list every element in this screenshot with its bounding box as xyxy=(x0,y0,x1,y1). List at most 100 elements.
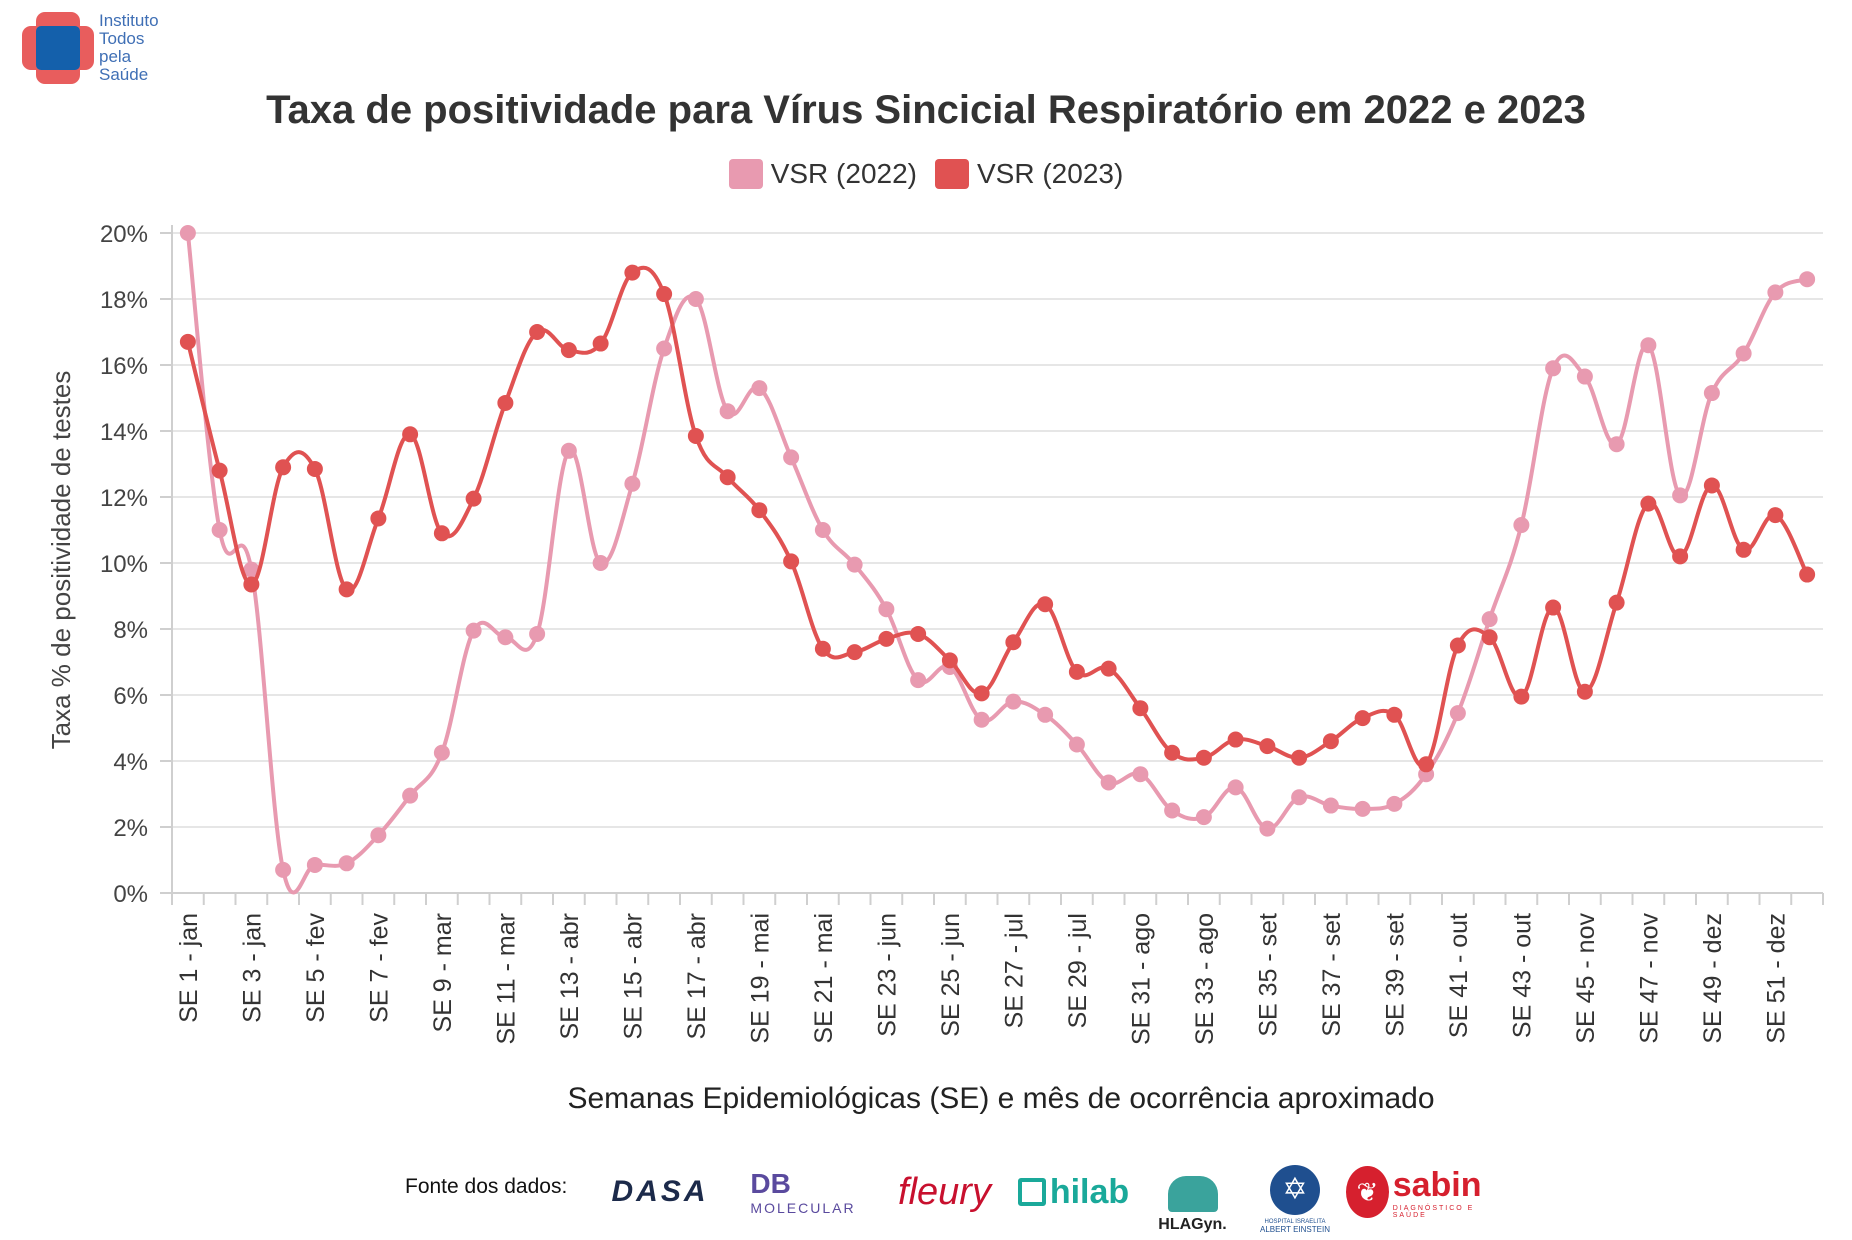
data-point[interactable] xyxy=(1100,660,1117,677)
data-point[interactable] xyxy=(1005,693,1022,710)
data-point[interactable] xyxy=(1259,738,1276,755)
data-point[interactable] xyxy=(560,442,577,459)
data-point[interactable] xyxy=(751,380,768,397)
data-point[interactable] xyxy=(751,502,768,519)
data-point[interactable] xyxy=(179,333,196,350)
data-point[interactable] xyxy=(1164,744,1181,761)
data-point[interactable] xyxy=(846,556,863,573)
data-point[interactable] xyxy=(878,630,895,647)
data-point[interactable] xyxy=(719,403,736,420)
data-point[interactable] xyxy=(497,394,514,411)
data-point[interactable] xyxy=(687,427,704,444)
data-point[interactable] xyxy=(910,625,927,642)
data-point[interactable] xyxy=(338,581,355,598)
data-point[interactable] xyxy=(1132,766,1149,783)
data-point[interactable] xyxy=(1354,710,1371,727)
data-point[interactable] xyxy=(1799,271,1816,288)
data-point[interactable] xyxy=(1545,360,1562,377)
data-point[interactable] xyxy=(1640,337,1657,354)
data-point[interactable] xyxy=(306,856,323,873)
data-point[interactable] xyxy=(1481,629,1498,646)
data-point[interactable] xyxy=(1608,436,1625,453)
data-point[interactable] xyxy=(402,426,419,443)
data-point[interactable] xyxy=(1418,756,1435,773)
data-point[interactable] xyxy=(529,625,546,642)
data-point[interactable] xyxy=(1640,495,1657,512)
data-point[interactable] xyxy=(1608,594,1625,611)
data-point[interactable] xyxy=(624,475,641,492)
data-point[interactable] xyxy=(1100,774,1117,791)
data-point[interactable] xyxy=(1005,634,1022,651)
data-point[interactable] xyxy=(1735,541,1752,558)
data-point[interactable] xyxy=(1703,385,1720,402)
data-point[interactable] xyxy=(973,711,990,728)
data-point[interactable] xyxy=(1164,802,1181,819)
data-point[interactable] xyxy=(275,459,292,476)
data-point[interactable] xyxy=(243,576,260,593)
data-point[interactable] xyxy=(1386,706,1403,723)
data-point[interactable] xyxy=(1767,507,1784,524)
data-point[interactable] xyxy=(1513,517,1530,534)
data-point[interactable] xyxy=(1227,731,1244,748)
data-point[interactable] xyxy=(402,787,419,804)
data-point[interactable] xyxy=(1068,736,1085,753)
data-point[interactable] xyxy=(846,644,863,661)
data-point[interactable] xyxy=(687,291,704,307)
data-point[interactable] xyxy=(910,672,927,689)
data-point[interactable] xyxy=(370,827,387,844)
data-point[interactable] xyxy=(1259,820,1276,837)
data-point[interactable] xyxy=(941,652,958,669)
data-point[interactable] xyxy=(1703,477,1720,494)
data-point[interactable] xyxy=(1132,700,1149,717)
data-point[interactable] xyxy=(1195,749,1212,766)
data-point[interactable] xyxy=(1449,637,1466,654)
data-point[interactable] xyxy=(1449,705,1466,722)
data-point[interactable] xyxy=(973,685,990,702)
data-point[interactable] xyxy=(1513,688,1530,705)
data-point[interactable] xyxy=(370,510,387,527)
data-point[interactable] xyxy=(1545,599,1562,616)
data-point[interactable] xyxy=(1037,596,1054,613)
data-point[interactable] xyxy=(624,264,641,281)
data-point[interactable] xyxy=(1672,548,1689,565)
data-point[interactable] xyxy=(560,342,577,359)
data-point[interactable] xyxy=(338,855,355,872)
data-point[interactable] xyxy=(1799,566,1816,583)
legend-item-2023[interactable]: VSR (2023) xyxy=(935,158,1123,190)
data-point[interactable] xyxy=(719,469,736,486)
data-point[interactable] xyxy=(211,522,228,538)
data-point[interactable] xyxy=(656,286,673,303)
data-point[interactable] xyxy=(1195,809,1212,826)
data-point[interactable] xyxy=(1576,683,1593,700)
data-point[interactable] xyxy=(1322,797,1339,814)
data-point[interactable] xyxy=(814,522,831,538)
data-point[interactable] xyxy=(592,335,609,352)
data-point[interactable] xyxy=(1227,779,1244,796)
data-point[interactable] xyxy=(656,340,673,357)
data-point[interactable] xyxy=(275,861,292,878)
data-point[interactable] xyxy=(497,629,514,646)
data-point[interactable] xyxy=(433,525,450,542)
data-point[interactable] xyxy=(814,640,831,657)
data-point[interactable] xyxy=(1735,345,1752,362)
data-point[interactable] xyxy=(1322,733,1339,750)
data-point[interactable] xyxy=(1672,487,1689,504)
data-point[interactable] xyxy=(1291,789,1308,806)
data-point[interactable] xyxy=(306,460,323,477)
data-point[interactable] xyxy=(1291,749,1308,766)
data-point[interactable] xyxy=(1386,795,1403,812)
data-point[interactable] xyxy=(179,225,196,241)
data-point[interactable] xyxy=(211,462,228,479)
data-point[interactable] xyxy=(878,601,895,618)
data-point[interactable] xyxy=(1037,706,1054,723)
data-point[interactable] xyxy=(1576,368,1593,385)
data-point[interactable] xyxy=(1481,611,1498,628)
data-point[interactable] xyxy=(783,449,800,466)
data-point[interactable] xyxy=(529,324,546,340)
data-point[interactable] xyxy=(592,555,609,571)
data-point[interactable] xyxy=(243,561,260,578)
data-point[interactable] xyxy=(1354,800,1371,817)
data-point[interactable] xyxy=(465,490,482,507)
data-point[interactable] xyxy=(1767,284,1784,301)
data-point[interactable] xyxy=(783,553,800,570)
